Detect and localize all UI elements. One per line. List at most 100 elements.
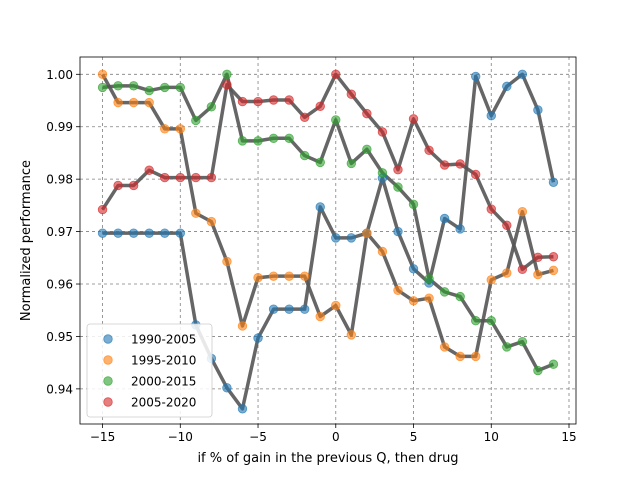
data-point — [424, 145, 434, 156]
data-point — [502, 342, 512, 352]
data-point — [128, 97, 139, 108]
data-point — [237, 321, 248, 331]
data-point — [346, 158, 357, 169]
data-point — [408, 199, 419, 210]
data-point — [486, 316, 496, 326]
data-point — [144, 97, 154, 108]
data-point — [439, 287, 450, 297]
data-point — [113, 97, 123, 108]
data-point — [268, 304, 279, 314]
data-point — [471, 351, 481, 362]
data-point — [533, 269, 543, 280]
data-point — [268, 95, 279, 105]
data-point — [160, 228, 170, 238]
y-tick-label: 0.99 — [46, 120, 73, 134]
data-point — [222, 383, 232, 393]
data-point — [362, 108, 372, 119]
data-point — [548, 177, 559, 188]
data-point — [315, 202, 325, 212]
data-point — [502, 268, 512, 278]
x-tick-label: −15 — [90, 430, 115, 444]
legend-marker — [103, 355, 113, 365]
data-point — [393, 285, 403, 296]
data-point — [486, 204, 496, 214]
data-point — [346, 89, 357, 99]
data-point — [331, 300, 341, 311]
y-tick-label: 0.98 — [46, 173, 73, 187]
data-point — [331, 233, 341, 243]
data-point — [284, 95, 294, 105]
legend-label: 1990-2005 — [131, 333, 196, 347]
data-point — [517, 264, 528, 275]
data-point — [253, 96, 263, 107]
data-point — [439, 342, 450, 352]
data-point — [299, 304, 310, 314]
y-axis-label: Normalized performance — [19, 160, 34, 321]
data-point — [331, 69, 341, 80]
data-point — [175, 172, 185, 183]
data-point — [471, 316, 481, 326]
data-point — [237, 96, 248, 107]
x-tick-label: −10 — [168, 430, 193, 444]
legend-marker — [103, 376, 113, 386]
data-point — [253, 136, 263, 146]
data-point — [439, 160, 450, 170]
x-axis-label: if % of gain in the previous Q, then dru… — [197, 451, 458, 466]
data-point — [160, 172, 170, 183]
data-point — [517, 206, 528, 217]
data-point — [408, 264, 419, 274]
data-point — [268, 133, 279, 143]
data-point — [237, 136, 248, 146]
data-point — [486, 275, 496, 285]
data-point — [222, 256, 232, 267]
legend-label: 2005-2020 — [131, 396, 196, 410]
data-point — [160, 124, 170, 134]
data-point — [128, 180, 139, 191]
data-point — [253, 333, 263, 343]
data-point — [408, 296, 419, 306]
data-point — [548, 359, 559, 369]
data-point — [393, 182, 403, 192]
data-point — [377, 246, 388, 257]
data-point — [424, 293, 434, 303]
data-point — [175, 228, 185, 238]
data-point — [315, 157, 325, 168]
x-tick-label: 10 — [484, 430, 499, 444]
y-tick-label: 0.94 — [46, 382, 73, 396]
data-point — [268, 271, 279, 281]
plot-frame — [79, 56, 577, 425]
data-point — [331, 115, 341, 125]
data-point — [113, 180, 123, 191]
data-point — [455, 351, 465, 362]
x-tick-label: 0 — [332, 430, 340, 444]
data-point — [253, 273, 263, 283]
data-point — [517, 336, 528, 347]
data-point — [393, 165, 403, 175]
legend: 1990-2005 1995-2010 2000-2015 2005-2020 — [86, 323, 213, 418]
data-point — [175, 124, 185, 134]
data-point — [284, 304, 294, 314]
data-point — [113, 81, 123, 91]
data-point — [206, 216, 217, 227]
legend-label: 1995-2010 — [131, 354, 196, 368]
x-tick-label: 5 — [410, 430, 418, 444]
data-point — [315, 101, 325, 111]
data-point — [346, 233, 357, 243]
series-points — [97, 69, 559, 414]
y-tick-label: 0.95 — [46, 330, 73, 344]
y-tick-label: 1.00 — [46, 68, 73, 82]
data-point — [455, 291, 465, 302]
data-point — [144, 165, 154, 175]
data-point — [346, 330, 357, 340]
data-point — [455, 159, 465, 169]
y-tick-label: 0.96 — [46, 278, 73, 292]
data-point — [393, 226, 403, 237]
data-point — [144, 228, 154, 238]
data-point — [175, 82, 185, 93]
data-point — [502, 220, 512, 230]
data-point — [471, 169, 481, 180]
data-point — [455, 224, 465, 234]
data-point — [222, 69, 232, 80]
y-tick-label: 0.97 — [46, 225, 73, 239]
